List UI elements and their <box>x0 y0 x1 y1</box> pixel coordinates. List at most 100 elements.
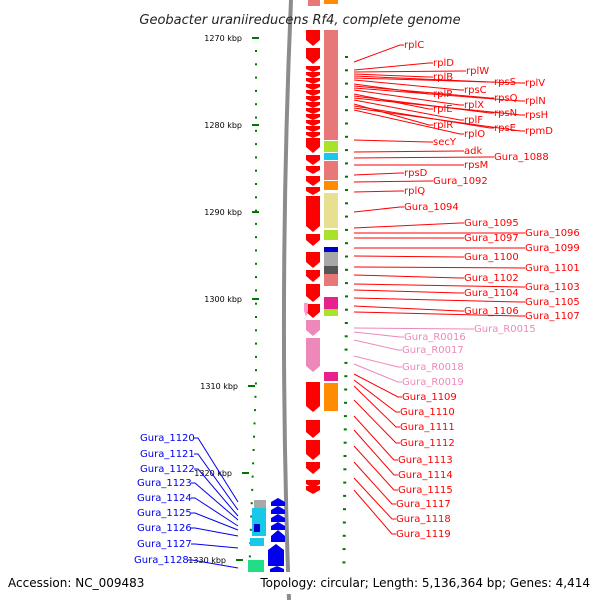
gene-arrow <box>306 78 320 84</box>
gene-label-rplf: rplF <box>464 115 483 126</box>
scale-dot <box>255 50 257 52</box>
track-dot <box>345 189 348 191</box>
gene-arrow <box>306 166 320 174</box>
gene-leader-line <box>353 73 433 78</box>
label-leader-lines <box>188 44 525 569</box>
gene-leader-line <box>353 255 464 258</box>
gene-leader-line <box>191 543 239 549</box>
gene-label-rpsm: rpsM <box>464 160 488 171</box>
gene-label-gura_1113: Gura_1113 <box>398 455 453 466</box>
gene-arrow <box>306 66 320 72</box>
track-dot <box>345 109 348 112</box>
scale-dot <box>255 129 257 132</box>
gene-leader-line <box>191 512 239 531</box>
gene-leader-line <box>188 559 239 569</box>
gene-leader-line <box>353 97 525 116</box>
gene-label-gura_1127: Gura_1127 <box>137 539 192 550</box>
track-dot <box>343 428 347 431</box>
scale-dot <box>255 329 257 332</box>
cog-block <box>250 538 264 546</box>
gene-label-gura_1112: Gura_1112 <box>400 438 455 449</box>
gene-arrow <box>306 30 320 46</box>
gene-leader-line <box>353 190 404 193</box>
scale-tick-label: 1310 kbp <box>200 382 238 391</box>
track-dot <box>345 282 348 285</box>
scale-dot <box>251 488 254 491</box>
cog-color-track <box>308 0 338 411</box>
gene-arrow <box>306 196 320 232</box>
track-dot <box>343 441 347 444</box>
track-dot <box>345 202 348 205</box>
track-dot <box>342 534 346 537</box>
scale-dot <box>254 395 257 398</box>
scale-dot <box>255 249 257 252</box>
gene-label-rplp: rplP <box>433 89 452 100</box>
gene-leader-line <box>353 373 402 398</box>
track-dot <box>345 215 348 218</box>
track-dot <box>345 162 348 165</box>
gene-leader-line <box>353 150 464 153</box>
scale-dot <box>253 409 256 412</box>
track-dot <box>345 95 348 98</box>
gene-label-gura_1126: Gura_1126 <box>137 523 192 534</box>
scale-dot <box>255 355 257 358</box>
gene-label-rplx: rplX <box>464 100 484 111</box>
gene-leader-line <box>353 274 464 279</box>
track-dot <box>345 135 348 138</box>
gene-leader-line <box>353 339 402 351</box>
gene-label-gura_r0017: Gura_R0017 <box>402 345 464 356</box>
gene-leader-line <box>353 206 404 213</box>
scale-dot <box>248 555 251 558</box>
gene-leader-line <box>353 331 404 338</box>
scale-dot <box>255 236 257 239</box>
scale-dot <box>255 196 257 199</box>
gene-leader-line <box>353 93 433 110</box>
track-dot <box>344 361 348 364</box>
gene-arrow <box>306 187 320 195</box>
cog-block <box>324 266 338 274</box>
gene-leader-line <box>353 95 494 114</box>
accession-text: Accession: NC_009483 <box>8 576 144 590</box>
gene-arrow <box>306 382 320 412</box>
gene-label-gura_1095: Gura_1095 <box>464 218 519 229</box>
gene-leader-line <box>353 222 464 229</box>
gene-leader-line <box>353 477 396 520</box>
gene-arrow <box>306 420 320 438</box>
cog-block <box>324 161 338 170</box>
gene-leader-line <box>353 327 474 330</box>
scale-dots <box>248 50 348 577</box>
genome-title: Geobacter uraniireducens Rf4, complete g… <box>139 13 460 28</box>
scale-dot <box>255 169 257 172</box>
gene-leader-line <box>353 283 525 288</box>
gene-label-gura_r0019: Gura_R0019 <box>402 377 464 388</box>
gene-label-gura_1110: Gura_1110 <box>400 407 455 418</box>
gene-leader-line <box>353 363 402 383</box>
gene-leader-line <box>194 453 239 511</box>
gene-leader-line <box>353 105 494 129</box>
scale-dot <box>255 262 257 265</box>
scale-dot <box>255 276 257 279</box>
rna-arrow <box>304 303 308 317</box>
gene-label-rpsd: rpsD <box>404 168 428 179</box>
gene-arrow <box>306 284 320 302</box>
gene-arrow <box>306 84 320 90</box>
gene-arrow <box>306 141 320 153</box>
cog-block <box>324 30 338 40</box>
scale-dot <box>255 76 257 79</box>
scale-dot <box>255 209 257 212</box>
gene-leader-line <box>353 180 433 183</box>
scale-dot <box>252 462 255 465</box>
gene-arrow <box>306 96 320 102</box>
scale-dot <box>255 103 257 106</box>
gene-label-rplw: rplW <box>466 66 489 77</box>
scale-dot <box>255 342 257 345</box>
gene-leader-line <box>353 489 396 535</box>
gene-label-gura_1111: Gura_1111 <box>400 422 455 433</box>
scale-tick-label: 1300 kbp <box>204 295 242 304</box>
cog-block <box>324 153 338 160</box>
gene-label-rpmd: rpmD <box>525 126 553 137</box>
scale-dot <box>250 515 253 518</box>
cog-block <box>324 372 338 381</box>
cog-block <box>308 0 320 6</box>
